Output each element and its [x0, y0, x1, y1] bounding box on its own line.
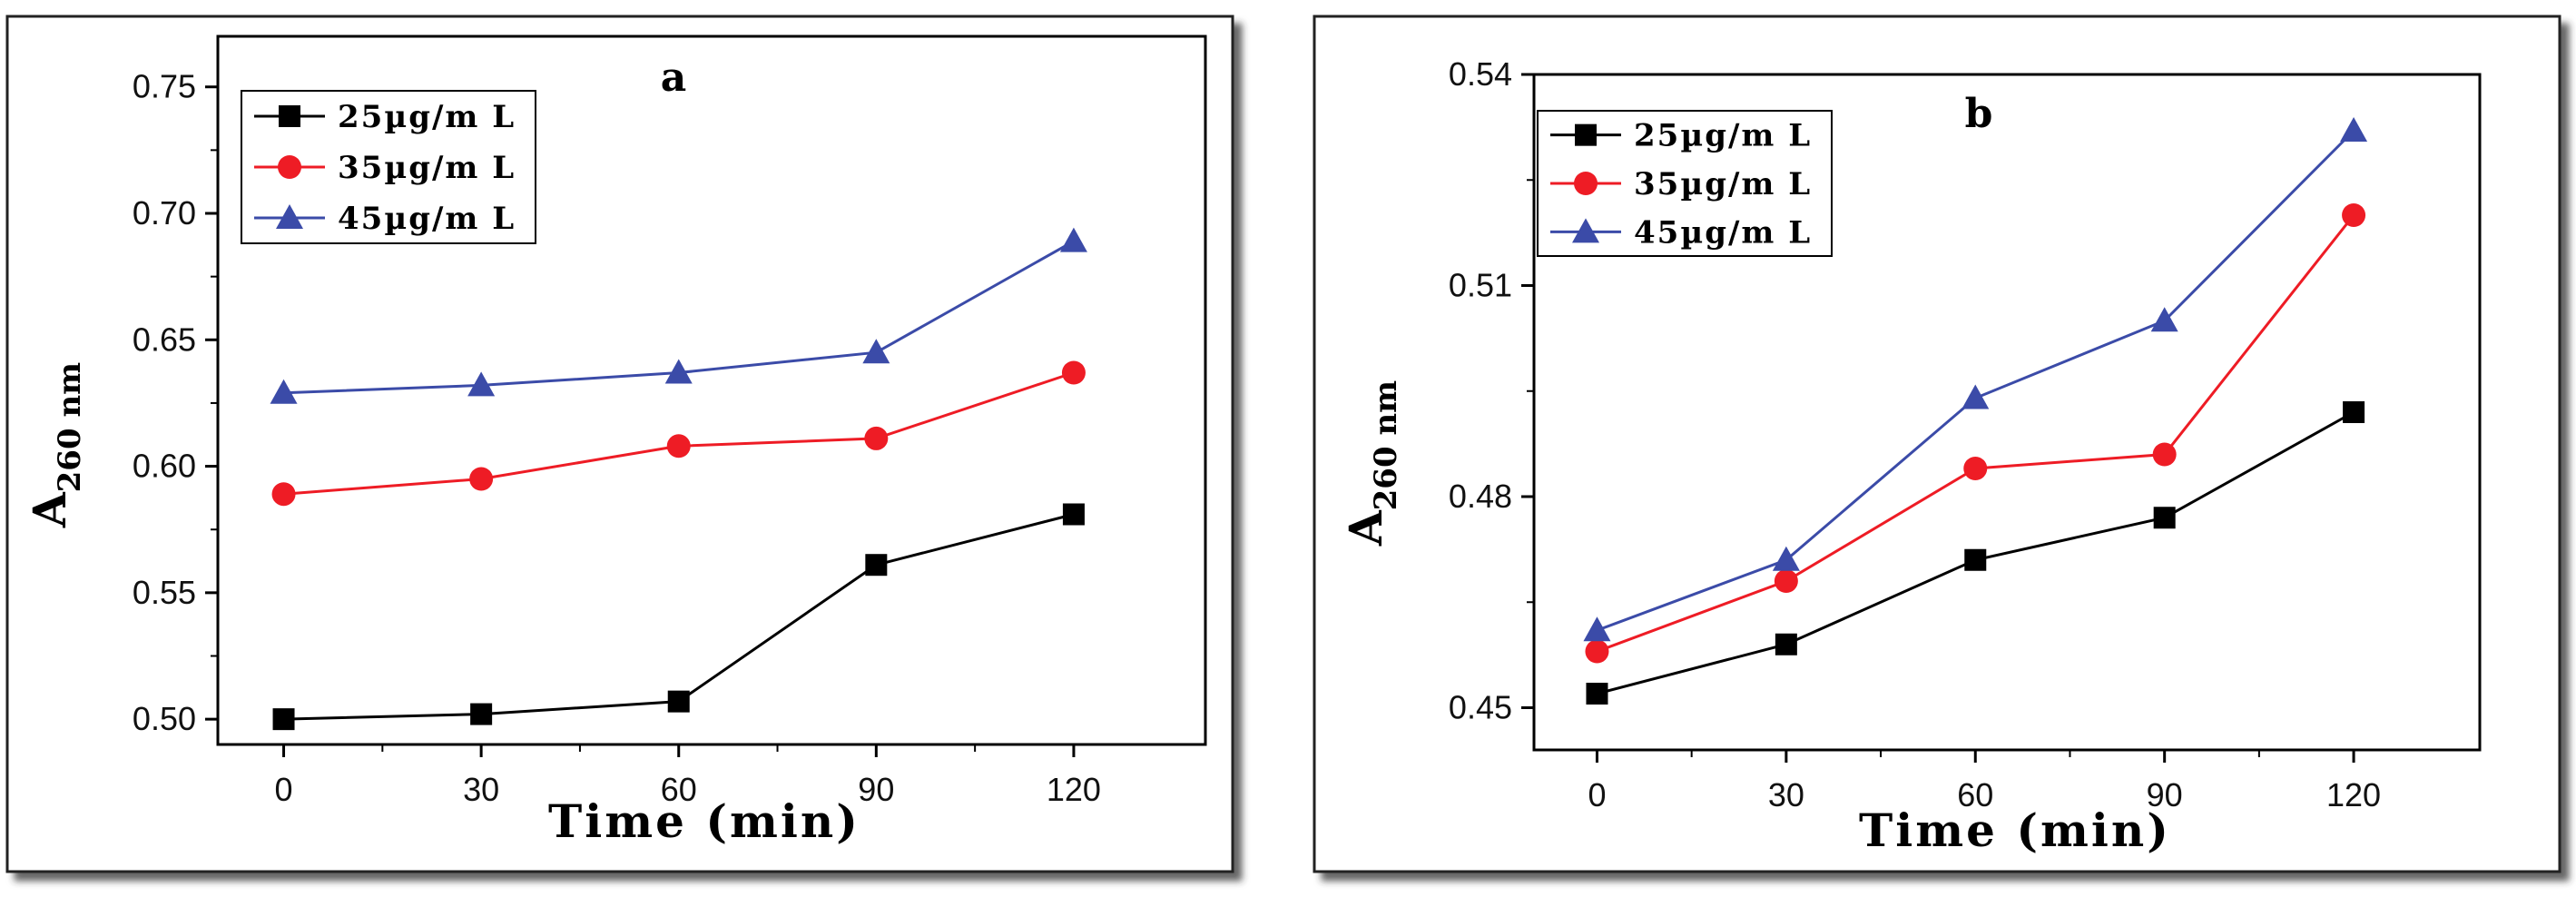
chart-a-y-tick-label: 0.75	[133, 68, 196, 105]
chart-a-panel-label: a	[661, 54, 687, 101]
chart-a-series-3-point	[270, 379, 298, 404]
chart-b-y-tick-label: 0.51	[1449, 267, 1512, 304]
chart-b-legend-label: 25µg/m L	[1634, 118, 1812, 154]
chart-b-series-2-point	[1774, 569, 1798, 593]
chart-a-series-2-point	[271, 482, 296, 507]
chart-b-series-3-point	[2340, 117, 2368, 142]
chart-b-x-tick-label: 0	[1588, 776, 1606, 813]
chart-a-x-tick-label: 30	[463, 771, 499, 808]
chart-b-legend-marker	[1574, 172, 1598, 195]
chart-a-plot-area	[216, 34, 1207, 746]
chart-a-series-1-point	[667, 690, 690, 713]
chart-a-series-2-point	[1061, 360, 1086, 385]
chart-a-y-tick-label: 0.50	[133, 700, 196, 737]
chart-a-legend-marker	[276, 204, 303, 229]
chart-a-series-2-point	[864, 426, 889, 450]
chart-b-y-tick-label: 0.54	[1449, 55, 1512, 93]
chart-a-series-3-point	[467, 371, 496, 397]
chart-b-series-1-point	[2343, 401, 2365, 423]
chart-b-legend-label: 45µg/m L	[1634, 214, 1812, 251]
chart-a-x-axis-title: Time (min)	[548, 794, 860, 848]
chart-a-y-tick-label: 0.55	[133, 574, 196, 611]
chart-a-legend-marker	[278, 155, 301, 179]
chart-a-legend-label: 45µg/m L	[338, 201, 516, 237]
chart-a-y-tick-label: 0.70	[133, 194, 196, 232]
chart-b-series-3-point	[1961, 384, 1990, 409]
chart-a-x-tick-label: 0	[275, 771, 293, 808]
chart-a-legend-label: 25µg/m L	[338, 99, 516, 135]
chart-b-x-tick-label: 90	[2147, 776, 2183, 813]
chart-a-x-tick-label: 120	[1047, 771, 1101, 808]
chart-b-x-tick-label: 30	[1768, 776, 1804, 813]
chart-a-series-1-point	[470, 703, 493, 725]
chart-b-series-2-point	[2152, 442, 2177, 467]
chart-a-y-axis-title-sub: 260 nm	[52, 362, 88, 493]
chart-a-series-3-point	[1059, 227, 1087, 252]
chart-a-y-axis-title-main: A	[23, 491, 76, 528]
chart-a-series-3-point	[664, 359, 693, 384]
chart-b-series-1-point	[2153, 507, 2176, 529]
panel-b: 0 30 60 90 120 0.45 0.48 0.51 0.54 b Time (min) A26…	[1339, 55, 2482, 857]
chart-b-y-tick-label: 0.45	[1449, 689, 1512, 726]
chart-a-series-1-point	[1062, 503, 1085, 526]
chart-a-y-tick-label: 0.65	[133, 320, 196, 358]
chart-a-series-1-point	[865, 554, 888, 577]
chart-a-y-tick-label: 0.60	[133, 448, 196, 485]
chart-b-x-tick-label: 120	[2326, 776, 2381, 813]
chart-b-series-1-point	[1775, 633, 1797, 656]
chart-a-y-axis-title: A260 nm	[23, 362, 88, 528]
chart-b-panel-label: b	[1965, 91, 1993, 137]
chart-b-series-1-point	[1964, 548, 1987, 571]
chart-a-x-tick-label: 60	[661, 771, 697, 808]
chart-b-legend-marker	[1572, 218, 1599, 243]
chart-b-series-3-point	[2150, 307, 2178, 332]
chart-b-x-axis-title: Time (min)	[1859, 803, 2171, 857]
chart-a-series-2-point	[666, 434, 691, 458]
chart-b-x-tick-label: 60	[1957, 776, 1993, 813]
panel-a-frame	[5, 15, 1234, 873]
chart-b-series-2-point	[2342, 203, 2366, 227]
chart-b-series-3-point	[1772, 546, 1800, 571]
chart-b-y-axis-title-main: A	[1339, 509, 1392, 547]
chart-b-y-axis-title: A260 nm	[1339, 380, 1404, 547]
chart-b-series-2-point	[1963, 457, 1988, 480]
chart-b-series-1-point	[1586, 683, 1608, 705]
chart-a-series-3-point	[862, 339, 890, 364]
chart-b-y-tick-label: 0.48	[1449, 478, 1512, 515]
chart-b-legend-label: 35µg/m L	[1634, 166, 1812, 202]
chart-b-plot-area	[1532, 73, 2482, 752]
chart-b-legend-marker	[1575, 123, 1597, 146]
chart-b-y-axis-title-sub: 260 nm	[1368, 380, 1404, 511]
chart-a-legend-marker	[279, 105, 300, 127]
panel-b-frame	[1313, 15, 2561, 873]
chart-b-series-2-point	[1585, 639, 1609, 664]
chart-a-series-2-point	[469, 467, 494, 491]
chart-b-series-3-point	[1583, 616, 1611, 642]
chart-a-x-tick-label: 90	[858, 771, 894, 808]
panel-a: 0 30 60 90 120 0.50 0.55 0.60 0.65 0.70 0.75 a Time …	[23, 34, 1207, 848]
chart-a-legend-label: 35µg/m L	[338, 150, 516, 186]
chart-a-series-1-point	[272, 708, 295, 731]
